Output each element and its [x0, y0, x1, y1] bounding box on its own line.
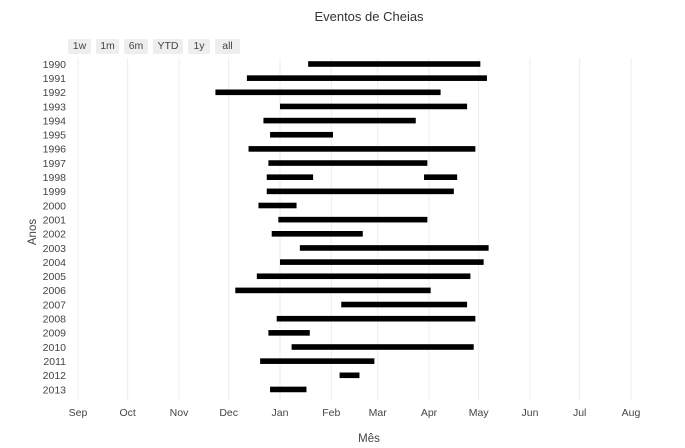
x-gridlines	[77, 58, 632, 400]
event-bars	[215, 61, 489, 393]
x-axis-ticks: Sep Oct Nov Dec Jan Feb Mar Apr May Jun Jul Aug	[69, 407, 641, 419]
y-tick-2013: 2013	[43, 384, 67, 396]
range-button-all[interactable]: all	[215, 39, 240, 54]
x-tick-jun: Jun	[522, 407, 539, 419]
range-button-1y[interactable]: 1y	[188, 39, 210, 54]
y-tick-2004: 2004	[43, 257, 67, 269]
event-bar-2004-15[interactable]	[279, 259, 484, 265]
y-tick-2005: 2005	[43, 271, 67, 283]
y-axis-ticks: 1990 1991 1992 1993 1994 1995 1996 1997 1998 1999…	[43, 59, 67, 396]
event-bar-2009-20[interactable]	[268, 330, 310, 336]
x-tick-oct: Oct	[119, 407, 135, 419]
y-tick-2012: 2012	[43, 370, 67, 382]
event-bar-1995-5[interactable]	[270, 131, 333, 138]
event-bar-2007-18[interactable]	[341, 301, 468, 308]
event-bar-2012-23[interactable]	[339, 372, 360, 379]
chart-title: Eventos de Cheias	[314, 9, 424, 24]
y-tick-1992: 1992	[43, 87, 67, 99]
event-bar-1998-9[interactable]	[424, 174, 458, 180]
y-tick-2009: 2009	[43, 328, 67, 340]
y-tick-1991: 1991	[43, 73, 67, 85]
x-axis-label: Mês	[358, 433, 380, 445]
event-bar-2006-17[interactable]	[235, 287, 431, 294]
event-bar-1992-2[interactable]	[215, 89, 441, 96]
range-button-6m[interactable]: 6m	[124, 39, 148, 54]
y-tick-2008: 2008	[43, 314, 67, 326]
y-tick-1998: 1998	[43, 172, 67, 184]
x-tick-aug: Aug	[622, 407, 641, 419]
x-tick-apr: Apr	[421, 407, 438, 419]
event-bar-1996-6[interactable]	[248, 146, 476, 152]
range-button-1m[interactable]: 1m	[96, 39, 119, 54]
x-tick-mar: Mar	[369, 407, 388, 419]
x-tick-sep: Sep	[69, 407, 88, 419]
event-bar-2005-16[interactable]	[256, 273, 471, 280]
y-tick-2000: 2000	[43, 200, 67, 212]
range-button-ytd[interactable]: YTD	[153, 39, 183, 54]
y-tick-1995: 1995	[43, 130, 67, 142]
event-bar-1994-4[interactable]	[263, 117, 416, 124]
y-tick-2011: 2011	[43, 356, 66, 368]
y-tick-2006: 2006	[43, 285, 67, 297]
y-tick-1996: 1996	[43, 144, 67, 156]
event-bar-1990-0[interactable]	[308, 61, 481, 67]
x-tick-may: May	[469, 407, 490, 419]
event-bar-2000-11[interactable]	[258, 202, 297, 209]
y-tick-2001: 2001	[43, 214, 67, 226]
event-bar-2001-12[interactable]	[278, 216, 428, 223]
y-axis-label: Anos	[27, 219, 39, 245]
y-tick-2010: 2010	[43, 342, 67, 354]
event-bar-1993-3[interactable]	[279, 103, 468, 110]
x-tick-jul: Jul	[573, 407, 586, 419]
event-bar-1997-7[interactable]	[268, 160, 428, 166]
event-bar-2003-14[interactable]	[299, 245, 489, 251]
y-tick-1990: 1990	[43, 59, 67, 71]
y-tick-1997: 1997	[43, 158, 67, 170]
x-tick-nov: Nov	[170, 407, 189, 419]
y-tick-1994: 1994	[43, 115, 67, 127]
x-tick-dec: Dec	[219, 407, 238, 419]
y-tick-1993: 1993	[43, 101, 67, 113]
range-button-1w[interactable]: 1w	[68, 39, 91, 54]
event-bar-1991-1[interactable]	[246, 75, 487, 81]
event-bar-1999-10[interactable]	[266, 188, 454, 195]
event-bar-2010-21[interactable]	[291, 344, 474, 350]
y-tick-2007: 2007	[43, 299, 67, 311]
x-tick-jan: Jan	[272, 407, 289, 419]
event-bar-2002-13[interactable]	[271, 231, 363, 237]
y-tick-1999: 1999	[43, 186, 67, 198]
event-bar-1998-8[interactable]	[266, 174, 314, 180]
event-bar-2011-22[interactable]	[260, 358, 375, 364]
x-tick-feb: Feb	[322, 407, 340, 419]
event-bar-2013-24[interactable]	[270, 386, 307, 393]
y-tick-2003: 2003	[43, 243, 67, 255]
y-tick-2002: 2002	[43, 229, 67, 241]
event-bar-2008-19[interactable]	[276, 315, 476, 322]
